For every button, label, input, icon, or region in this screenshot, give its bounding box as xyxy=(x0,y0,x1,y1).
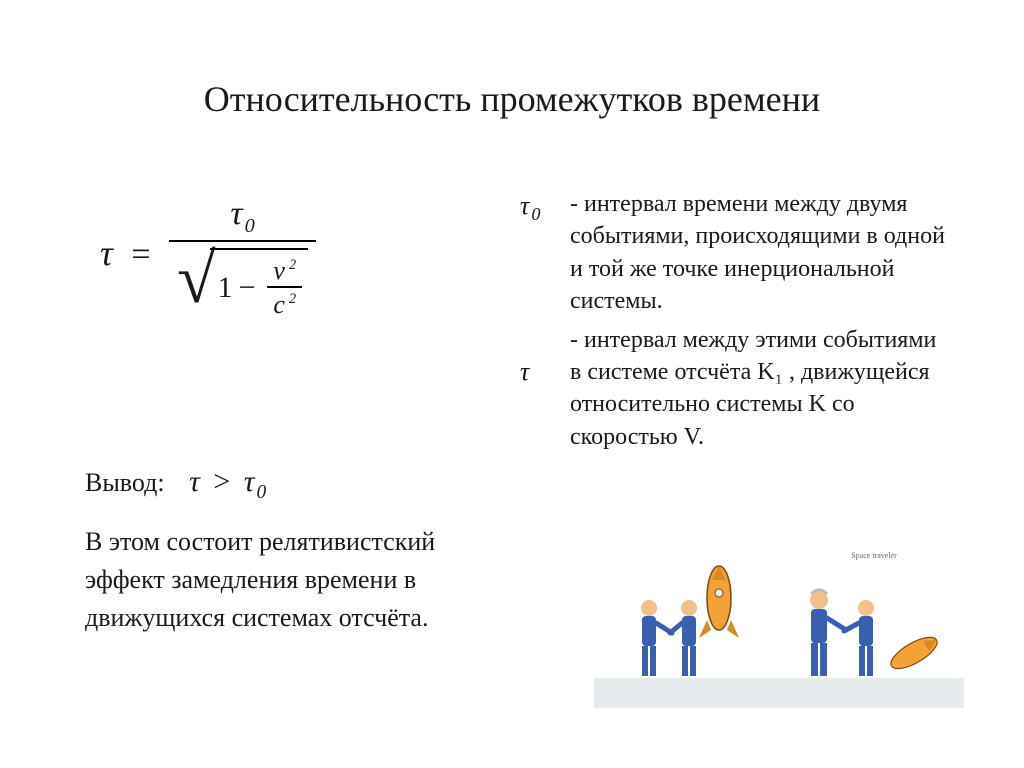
person-left-2 xyxy=(670,600,697,676)
person-left-1 xyxy=(641,600,672,676)
time-dilation-formula: τ = τ0 √ 1 − v2 c2 xyxy=(100,195,316,320)
v-symbol: v xyxy=(273,256,285,285)
scene-return: Space traveler xyxy=(810,551,942,676)
equals-sign: = xyxy=(131,236,150,273)
conclusion-block: Вывод: τ > τ0 В этом состоит релятивистс… xyxy=(85,460,495,636)
tau0-definition: - интервал времени между двумя событиями… xyxy=(570,188,950,318)
person-right-old xyxy=(810,590,846,676)
radicand-one: 1 xyxy=(218,271,233,305)
c-exp: 2 xyxy=(289,291,296,307)
numerator-sub: 0 xyxy=(245,215,255,237)
tau-definition: - интервал между этими событиями в систе… xyxy=(570,324,950,454)
radicand-minus: − xyxy=(239,271,256,305)
v-exp: 2 xyxy=(289,257,296,273)
symbol-legend: τ0 - интервал времени между двумя событи… xyxy=(520,188,950,459)
rocket-landed-icon xyxy=(886,631,941,674)
rocket-icon xyxy=(699,566,739,638)
ground xyxy=(594,678,964,708)
conclusion-label: Вывод: xyxy=(85,468,165,497)
caption-space-traveler: Space traveler xyxy=(851,551,897,560)
numerator-tau: τ xyxy=(230,195,242,232)
twin-paradox-illustration: Space traveler xyxy=(594,538,964,708)
tau-symbol-legend: τ xyxy=(520,324,570,389)
conclusion-body: В этом состоит релятивистский эффект зам… xyxy=(85,523,495,636)
scene-departure xyxy=(641,566,739,676)
c-symbol: c xyxy=(273,290,285,319)
page-title: Относительность промежутков времени xyxy=(0,78,1024,120)
person-right-young xyxy=(844,600,874,676)
inequality: τ > τ0 xyxy=(189,465,266,498)
tau-symbol: τ xyxy=(100,233,113,273)
tau0-symbol: τ0 xyxy=(520,188,570,227)
